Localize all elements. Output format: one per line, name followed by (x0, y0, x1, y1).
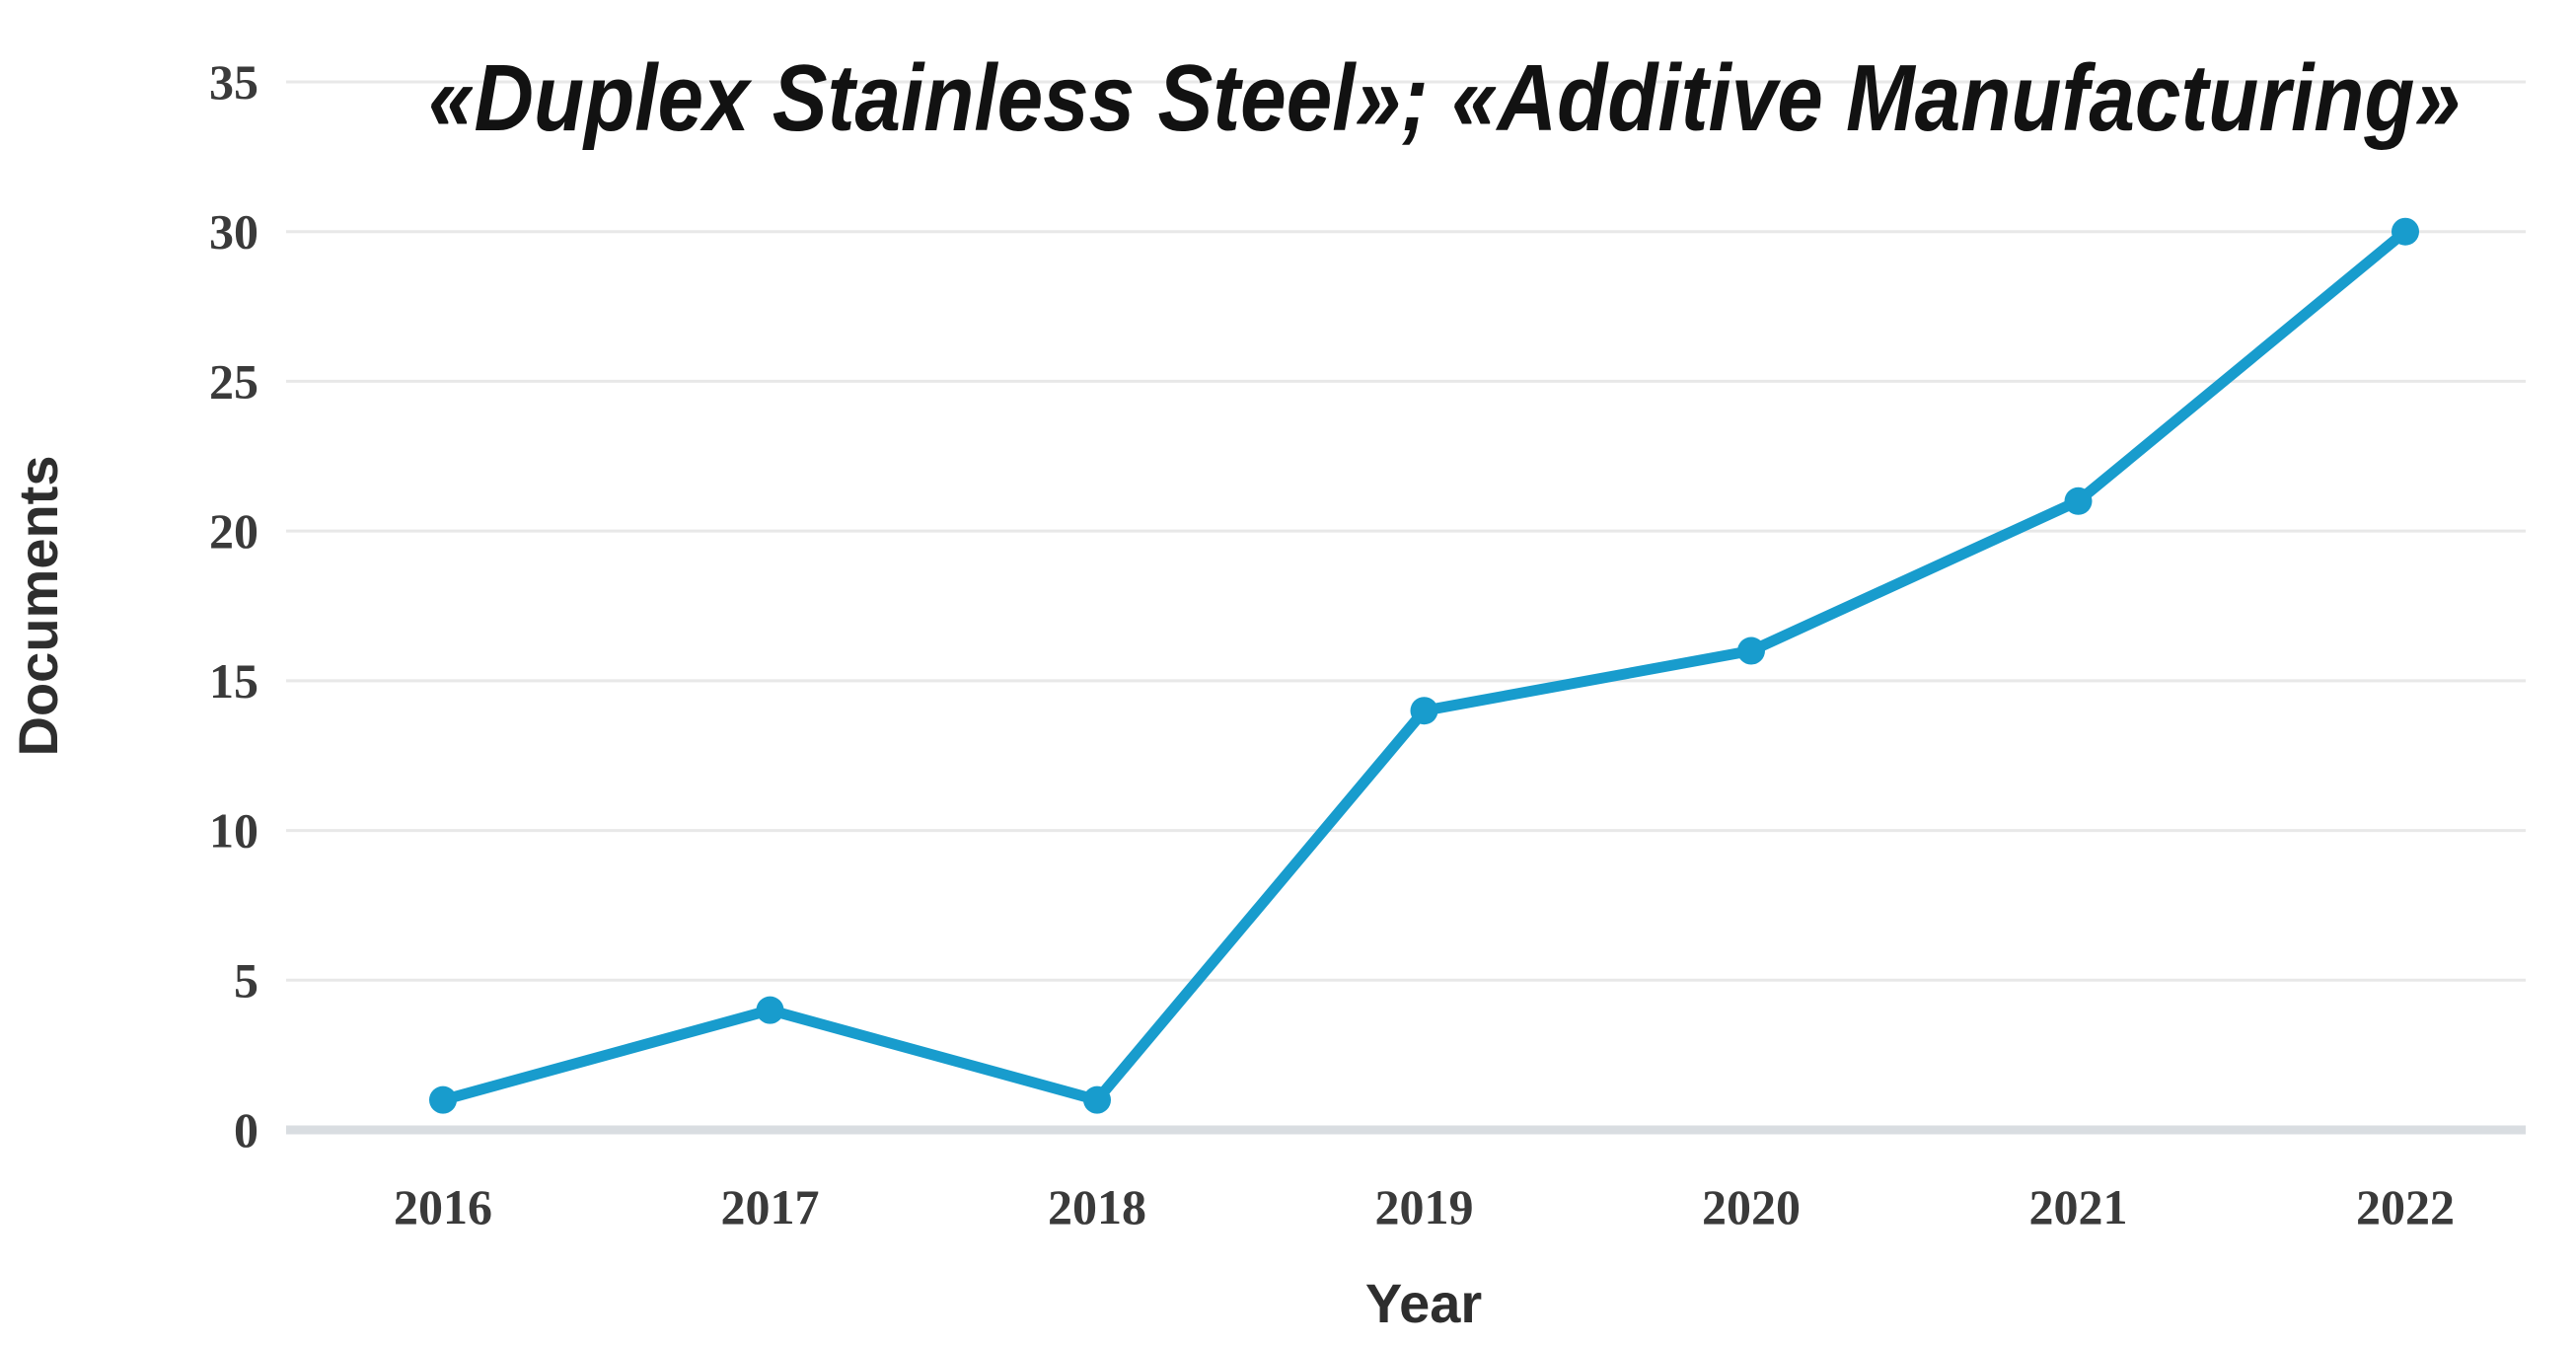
y-tick-label: 10 (209, 803, 258, 859)
x-tick-label: 2020 (1702, 1179, 1801, 1234)
y-axis-title: Documents (7, 456, 69, 757)
data-point (756, 996, 784, 1024)
chart-title: «Duplex Stainless Steel»; «Additive Manu… (428, 45, 2461, 151)
x-axis-title: Year (1365, 1272, 1482, 1334)
y-tick-label: 25 (209, 353, 258, 409)
y-tick-label: 35 (209, 54, 258, 110)
data-point (1083, 1085, 1111, 1114)
x-tick-label: 2022 (2356, 1179, 2455, 1234)
data-point (1410, 697, 1438, 725)
x-tick-label: 2016 (394, 1179, 492, 1234)
y-tick-label: 0 (234, 1102, 258, 1158)
x-tick-label: 2019 (1375, 1179, 1474, 1234)
data-point (2064, 486, 2093, 515)
y-tick-label: 20 (209, 503, 258, 559)
x-tick-label: 2017 (721, 1179, 820, 1234)
data-point (2392, 217, 2419, 246)
y-tick-label: 30 (209, 204, 258, 260)
data-point (429, 1085, 457, 1114)
data-point (1737, 636, 1765, 665)
x-tick-label: 2018 (1048, 1179, 1146, 1234)
x-tick-label: 2021 (2029, 1179, 2128, 1234)
y-tick-label: 5 (234, 952, 258, 1008)
y-tick-label: 15 (209, 653, 258, 709)
